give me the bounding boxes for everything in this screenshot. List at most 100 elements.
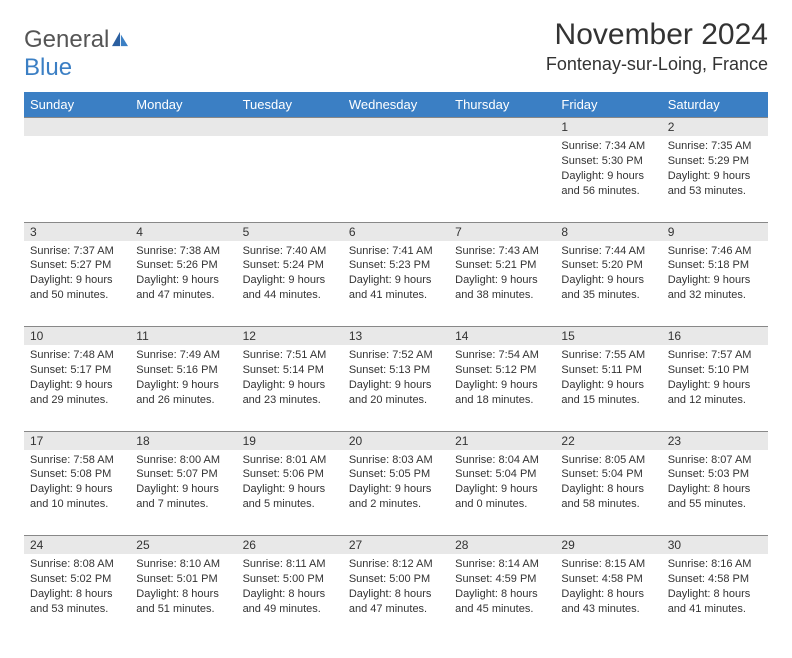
weekday-header: Tuesday (237, 92, 343, 118)
day-content: Sunrise: 7:48 AMSunset: 5:17 PMDaylight:… (24, 345, 130, 413)
daylight-text-2: and 55 minutes. (668, 497, 762, 512)
sunset-text: Sunset: 5:04 PM (455, 467, 549, 482)
day-number-cell: 8 (555, 222, 661, 241)
day-content: Sunrise: 7:54 AMSunset: 5:12 PMDaylight:… (449, 345, 555, 413)
day-number-cell: 18 (130, 431, 236, 450)
weekday-header: Thursday (449, 92, 555, 118)
sunset-text: Sunset: 4:58 PM (668, 572, 762, 587)
daylight-text-1: Daylight: 9 hours (349, 273, 443, 288)
day-number-cell (343, 118, 449, 137)
daylight-text-1: Daylight: 9 hours (455, 378, 549, 393)
sunrise-text: Sunrise: 7:46 AM (668, 244, 762, 259)
daylight-text-2: and 38 minutes. (455, 288, 549, 303)
daylight-text-2: and 49 minutes. (243, 602, 337, 617)
day-content: Sunrise: 7:41 AMSunset: 5:23 PMDaylight:… (343, 241, 449, 309)
sunrise-text: Sunrise: 8:10 AM (136, 557, 230, 572)
sunset-text: Sunset: 5:03 PM (668, 467, 762, 482)
day-number-row: 3456789 (24, 222, 768, 241)
day-content-cell: Sunrise: 8:01 AMSunset: 5:06 PMDaylight:… (237, 450, 343, 536)
sunset-text: Sunset: 5:17 PM (30, 363, 124, 378)
day-content-cell: Sunrise: 7:58 AMSunset: 5:08 PMDaylight:… (24, 450, 130, 536)
day-content-cell: Sunrise: 8:07 AMSunset: 5:03 PMDaylight:… (662, 450, 768, 536)
day-content: Sunrise: 8:04 AMSunset: 5:04 PMDaylight:… (449, 450, 555, 518)
day-content-cell (130, 136, 236, 222)
daylight-text-1: Daylight: 8 hours (349, 587, 443, 602)
day-number-cell: 15 (555, 327, 661, 346)
day-content: Sunrise: 8:03 AMSunset: 5:05 PMDaylight:… (343, 450, 449, 518)
sunrise-text: Sunrise: 8:01 AM (243, 453, 337, 468)
sunset-text: Sunset: 5:16 PM (136, 363, 230, 378)
sunrise-text: Sunrise: 7:41 AM (349, 244, 443, 259)
daylight-text-2: and 15 minutes. (561, 393, 655, 408)
sunrise-text: Sunrise: 8:05 AM (561, 453, 655, 468)
daylight-text-1: Daylight: 8 hours (30, 587, 124, 602)
day-content-cell: Sunrise: 7:55 AMSunset: 5:11 PMDaylight:… (555, 345, 661, 431)
day-number-cell: 28 (449, 536, 555, 555)
weekday-header-row: Sunday Monday Tuesday Wednesday Thursday… (24, 92, 768, 118)
day-content: Sunrise: 7:58 AMSunset: 5:08 PMDaylight:… (24, 450, 130, 518)
daylight-text-2: and 53 minutes. (30, 602, 124, 617)
sunrise-text: Sunrise: 8:03 AM (349, 453, 443, 468)
sunrise-text: Sunrise: 7:44 AM (561, 244, 655, 259)
day-content-cell: Sunrise: 8:16 AMSunset: 4:58 PMDaylight:… (662, 554, 768, 640)
sunset-text: Sunset: 5:07 PM (136, 467, 230, 482)
daylight-text-1: Daylight: 9 hours (136, 378, 230, 393)
day-number-cell: 22 (555, 431, 661, 450)
daylight-text-1: Daylight: 9 hours (136, 273, 230, 288)
daylight-text-2: and 58 minutes. (561, 497, 655, 512)
day-content: Sunrise: 7:43 AMSunset: 5:21 PMDaylight:… (449, 241, 555, 309)
day-content-cell: Sunrise: 8:12 AMSunset: 5:00 PMDaylight:… (343, 554, 449, 640)
day-content-cell: Sunrise: 7:46 AMSunset: 5:18 PMDaylight:… (662, 241, 768, 327)
day-number-cell: 16 (662, 327, 768, 346)
sunset-text: Sunset: 5:05 PM (349, 467, 443, 482)
day-content-row: Sunrise: 7:58 AMSunset: 5:08 PMDaylight:… (24, 450, 768, 536)
day-content-row: Sunrise: 7:37 AMSunset: 5:27 PMDaylight:… (24, 241, 768, 327)
daylight-text-1: Daylight: 9 hours (30, 482, 124, 497)
day-content-cell: Sunrise: 7:49 AMSunset: 5:16 PMDaylight:… (130, 345, 236, 431)
day-number-cell: 29 (555, 536, 661, 555)
sunset-text: Sunset: 5:02 PM (30, 572, 124, 587)
sunrise-text: Sunrise: 7:51 AM (243, 348, 337, 363)
daylight-text-1: Daylight: 8 hours (561, 482, 655, 497)
daylight-text-1: Daylight: 8 hours (455, 587, 549, 602)
weekday-header: Saturday (662, 92, 768, 118)
sunrise-text: Sunrise: 7:38 AM (136, 244, 230, 259)
sunset-text: Sunset: 5:18 PM (668, 258, 762, 273)
day-number-cell: 3 (24, 222, 130, 241)
day-content: Sunrise: 8:05 AMSunset: 5:04 PMDaylight:… (555, 450, 661, 518)
sunset-text: Sunset: 5:00 PM (243, 572, 337, 587)
daylight-text-2: and 18 minutes. (455, 393, 549, 408)
daylight-text-1: Daylight: 9 hours (455, 482, 549, 497)
daylight-text-2: and 2 minutes. (349, 497, 443, 512)
day-number-cell: 7 (449, 222, 555, 241)
day-content: Sunrise: 8:14 AMSunset: 4:59 PMDaylight:… (449, 554, 555, 622)
sunset-text: Sunset: 5:08 PM (30, 467, 124, 482)
daylight-text-2: and 5 minutes. (243, 497, 337, 512)
day-content-cell: Sunrise: 8:15 AMSunset: 4:58 PMDaylight:… (555, 554, 661, 640)
weekday-header: Monday (130, 92, 236, 118)
sunrise-text: Sunrise: 7:34 AM (561, 139, 655, 154)
sunrise-text: Sunrise: 7:54 AM (455, 348, 549, 363)
daylight-text-1: Daylight: 9 hours (243, 378, 337, 393)
day-number-cell: 12 (237, 327, 343, 346)
sunset-text: Sunset: 5:24 PM (243, 258, 337, 273)
location: Fontenay-sur-Loing, France (546, 54, 768, 75)
logo-text-1: General (24, 26, 109, 53)
daylight-text-2: and 41 minutes. (349, 288, 443, 303)
sunrise-text: Sunrise: 7:57 AM (668, 348, 762, 363)
sunrise-text: Sunrise: 8:14 AM (455, 557, 549, 572)
daylight-text-1: Daylight: 9 hours (30, 378, 124, 393)
sunset-text: Sunset: 5:14 PM (243, 363, 337, 378)
day-content-cell: Sunrise: 8:03 AMSunset: 5:05 PMDaylight:… (343, 450, 449, 536)
daylight-text-2: and 10 minutes. (30, 497, 124, 512)
day-content: Sunrise: 7:38 AMSunset: 5:26 PMDaylight:… (130, 241, 236, 309)
day-number-cell: 24 (24, 536, 130, 555)
daylight-text-1: Daylight: 9 hours (668, 378, 762, 393)
daylight-text-2: and 53 minutes. (668, 184, 762, 199)
daylight-text-2: and 29 minutes. (30, 393, 124, 408)
page-header: GeneralBlue November 2024 Fontenay-sur-L… (24, 18, 768, 82)
daylight-text-1: Daylight: 9 hours (561, 169, 655, 184)
daylight-text-2: and 35 minutes. (561, 288, 655, 303)
day-number-cell: 30 (662, 536, 768, 555)
calendar-page: GeneralBlue November 2024 Fontenay-sur-L… (0, 0, 792, 658)
